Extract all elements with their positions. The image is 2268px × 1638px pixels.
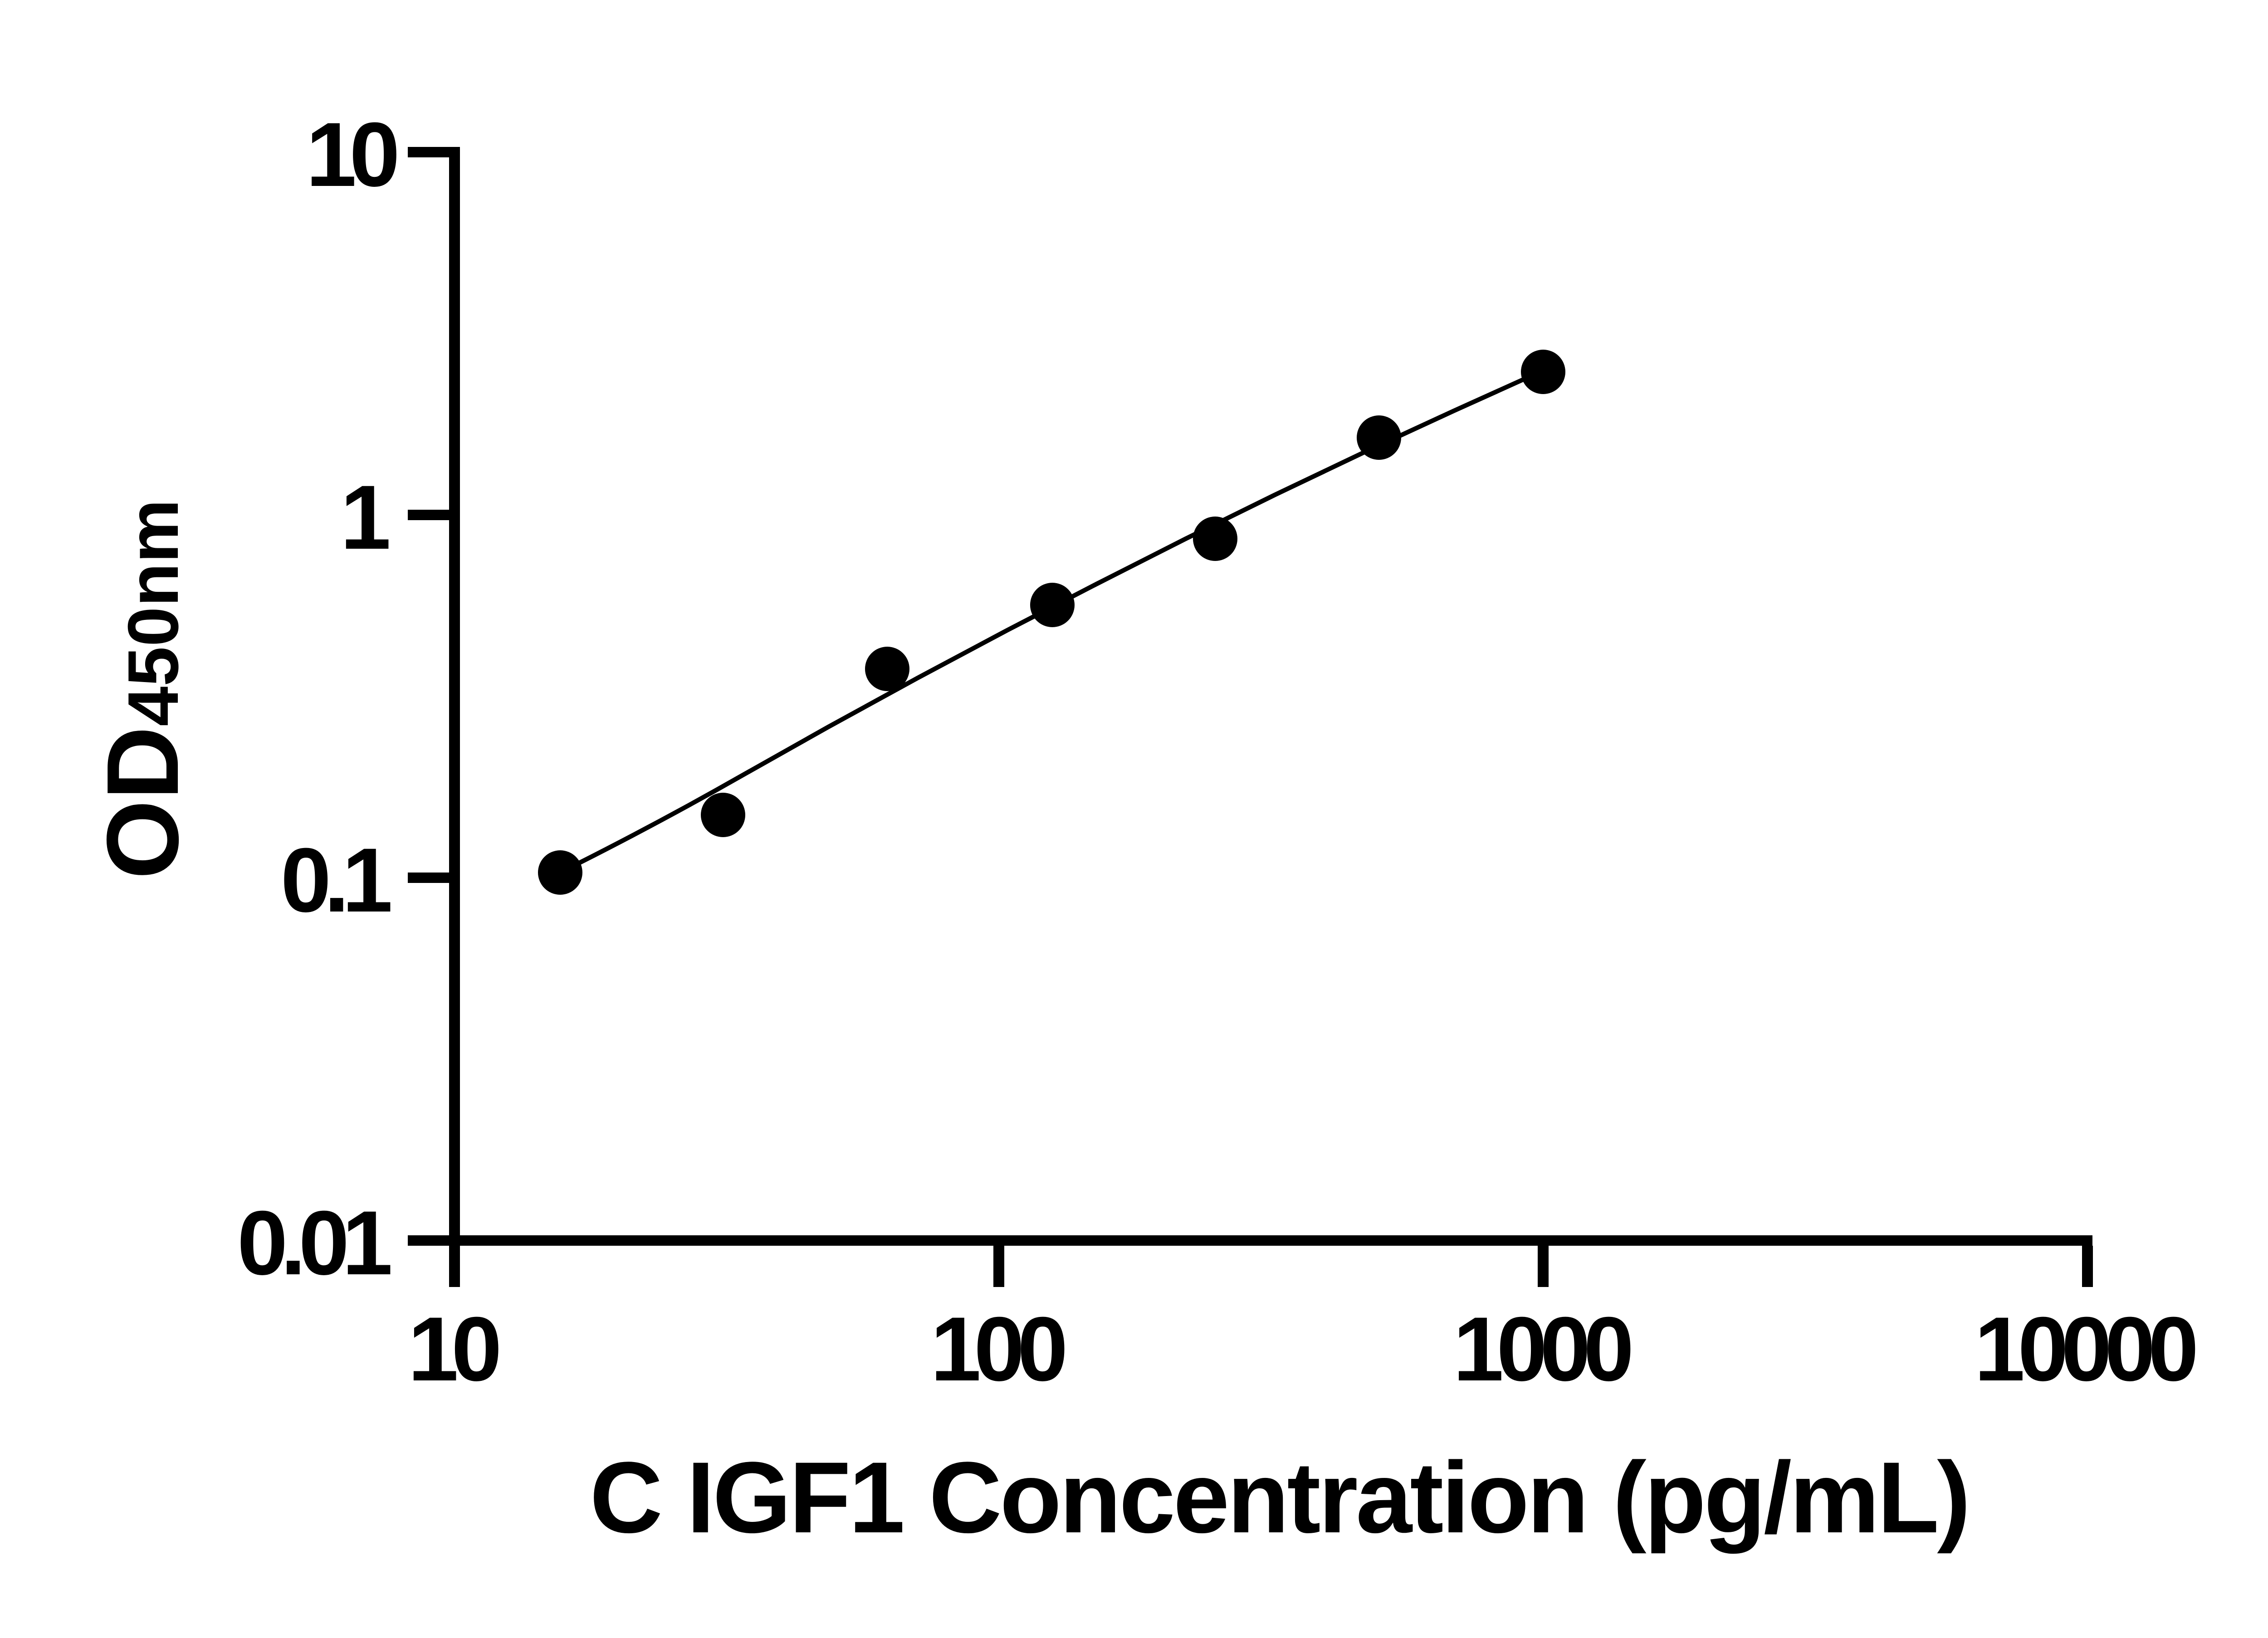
svg-text:10: 10	[408, 1298, 499, 1400]
svg-text:1: 1	[340, 466, 389, 568]
svg-text:0.1: 0.1	[281, 829, 391, 931]
svg-text:10: 10	[306, 103, 396, 205]
svg-text:0.01: 0.01	[237, 1192, 391, 1294]
svg-text:10000: 10000	[1975, 1298, 2195, 1400]
svg-text:OD450nm: OD450nm	[85, 499, 200, 879]
svg-text:100: 100	[930, 1298, 1065, 1400]
svg-text:1000: 1000	[1453, 1298, 1630, 1400]
svg-text:C IGF1 Concentration (pg/mL): C IGF1 Concentration (pg/mL)	[590, 1441, 1969, 1554]
